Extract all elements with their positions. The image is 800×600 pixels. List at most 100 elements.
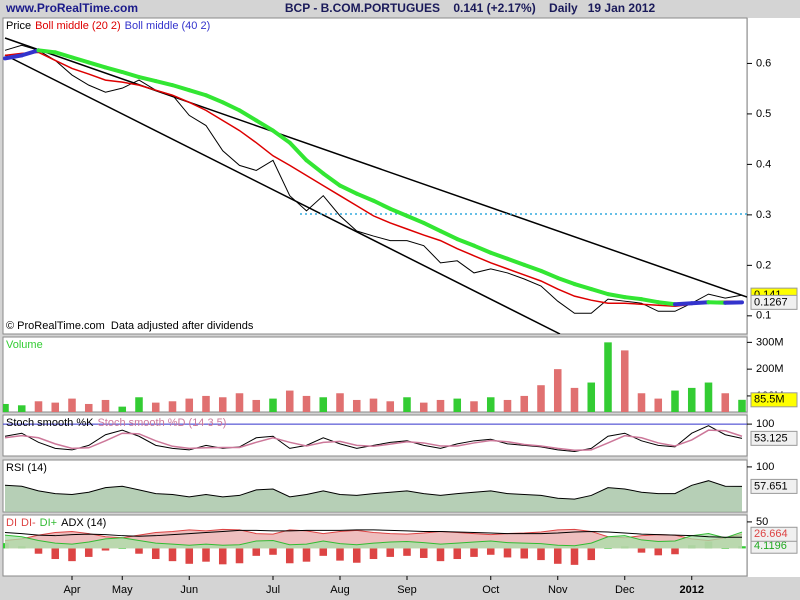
bar	[151, 402, 160, 412]
last-label: 85.5M	[754, 394, 785, 406]
line-segment	[103, 65, 125, 75]
y-tick-label: 0.6	[756, 57, 771, 69]
bar	[101, 399, 110, 412]
line-segment	[405, 213, 426, 225]
bar	[436, 399, 445, 412]
bar	[118, 548, 127, 549]
bar	[202, 395, 210, 412]
bar	[168, 401, 177, 412]
bar	[470, 401, 478, 412]
bar	[721, 393, 730, 412]
line-segment	[555, 275, 577, 287]
line-segment	[639, 297, 661, 305]
line-segment	[237, 108, 259, 123]
bar	[503, 399, 512, 412]
bar	[386, 548, 395, 557]
legend-entry: Stoch smooth %D (14 3 5)	[97, 417, 226, 429]
site-name: www.ProRealTime.com	[5, 1, 138, 15]
bar	[34, 401, 43, 412]
bar	[151, 548, 160, 560]
bar	[620, 350, 629, 412]
bar	[520, 395, 529, 412]
bar	[587, 382, 596, 412]
bar	[553, 548, 562, 564]
legend-entry: Boll middle (20 2)	[35, 20, 121, 32]
line-segment	[153, 79, 175, 88]
line	[4, 531, 743, 547]
line-segment	[572, 282, 594, 292]
bar	[84, 548, 93, 557]
y-tick-label: 0.2	[756, 259, 771, 271]
bar	[537, 385, 545, 412]
line-segment	[86, 60, 108, 70]
price-panel	[2, 17, 748, 335]
legend-entry: DI+	[40, 517, 57, 529]
line-segment	[438, 229, 460, 242]
header-title: BCP - B.COM.PORTUGUES 0.141 (+2.17%) Dai…	[285, 1, 656, 15]
x-tick-label: Jun	[180, 584, 198, 596]
line-segment	[488, 250, 510, 261]
bar	[654, 548, 663, 556]
bar	[319, 397, 328, 412]
bar	[302, 395, 311, 412]
panel-marks	[3, 423, 747, 452]
x-tick-label: Oct	[482, 584, 499, 596]
bar	[671, 548, 679, 555]
bar	[738, 399, 746, 412]
bar	[235, 548, 244, 564]
line-segment	[539, 268, 560, 280]
bar	[470, 548, 478, 557]
last-label-box	[750, 430, 798, 446]
y-tick-label: 300M	[756, 336, 784, 348]
bar	[285, 390, 294, 412]
line-segment	[3, 53, 24, 61]
line-segment	[689, 300, 711, 306]
line	[4, 425, 743, 452]
y-tick-label: 50	[756, 516, 768, 528]
stoch-panel	[2, 414, 748, 457]
last-label: 4.1196	[754, 540, 787, 552]
bar	[520, 548, 529, 559]
line-segment	[606, 292, 627, 300]
line-segment	[472, 243, 493, 255]
trendline	[4, 37, 747, 298]
bar	[185, 548, 194, 564]
legend: Stoch smooth %K Stoch smooth %D (14 3 5)	[6, 417, 226, 429]
last-label-box	[750, 526, 798, 542]
bar	[168, 548, 177, 562]
legend: Price Boll middle (20 2) Boll middle (40 2…	[6, 20, 210, 32]
bar	[101, 548, 110, 551]
bar	[537, 548, 545, 561]
line	[4, 429, 743, 451]
y-tick-label: 0.4	[756, 158, 771, 170]
line-segment	[354, 191, 376, 203]
line-segment	[36, 48, 58, 55]
bar	[604, 342, 612, 412]
bar	[235, 393, 244, 412]
bar	[352, 548, 361, 563]
bar	[570, 387, 579, 412]
line-segment	[254, 118, 275, 133]
bar	[118, 406, 127, 412]
bar	[453, 548, 462, 560]
legend-entry: ADX (14)	[61, 517, 106, 529]
bar	[51, 548, 60, 560]
bar	[336, 393, 344, 412]
trendlines	[4, 37, 747, 334]
line-segment	[120, 70, 141, 80]
last-label-box	[750, 294, 798, 310]
bar	[453, 398, 462, 412]
legend-entry: Boll middle (40 2)	[125, 20, 211, 32]
area	[5, 532, 742, 549]
line-segment	[187, 88, 208, 98]
line	[4, 480, 743, 500]
area	[5, 480, 742, 512]
bar	[352, 399, 361, 412]
bar	[218, 397, 227, 412]
trendline	[4, 54, 561, 334]
bar	[403, 548, 411, 556]
legend-entry: Stoch smooth %K	[6, 417, 94, 429]
bar	[403, 397, 411, 412]
line-segment	[656, 300, 677, 307]
